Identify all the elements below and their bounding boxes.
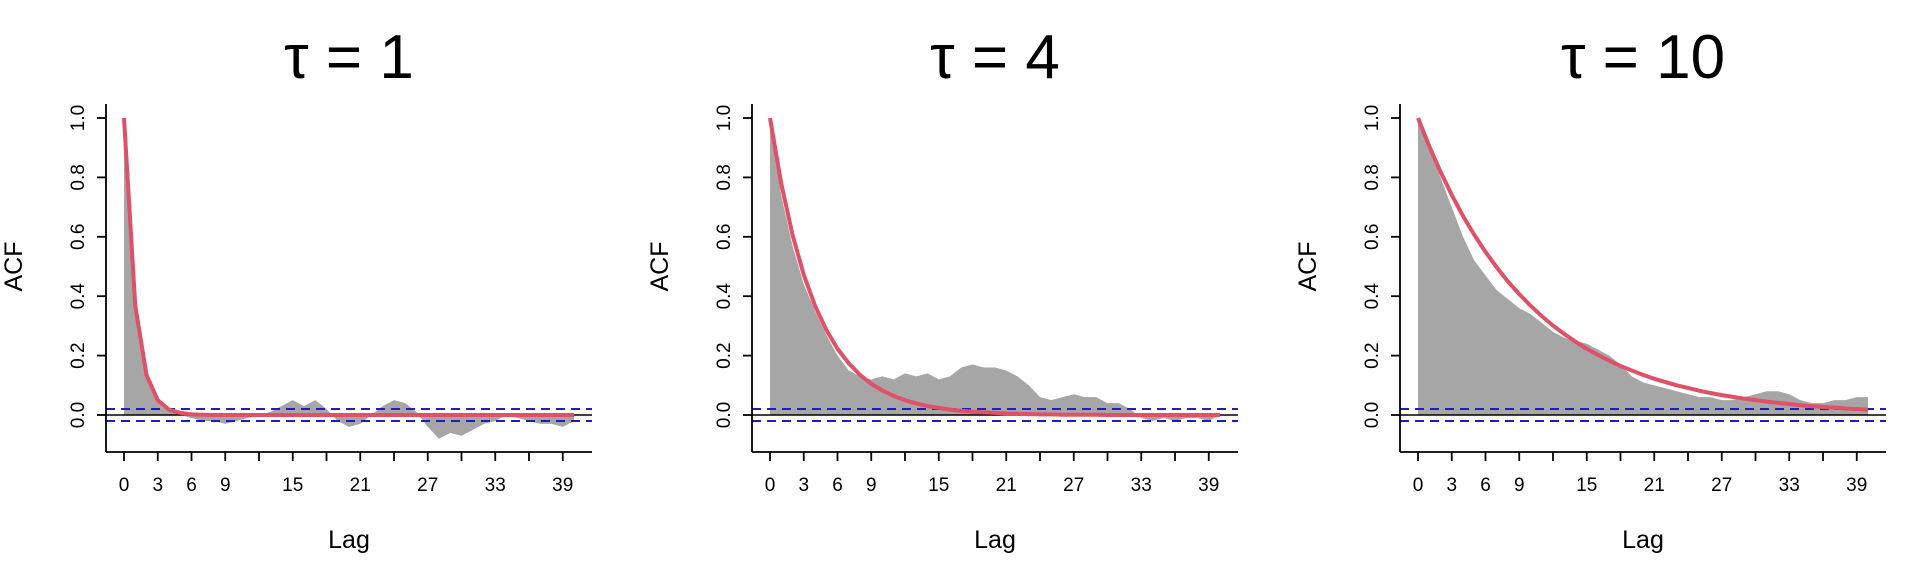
x-tick-label: 6 — [1480, 475, 1491, 496]
x-tick-label: 15 — [1576, 475, 1597, 496]
x-tick-label: 9 — [220, 475, 231, 496]
x-axis-label: Lag — [1622, 526, 1664, 554]
x-tick-label: 3 — [798, 475, 809, 496]
y-tick-label: 0.4 — [68, 283, 89, 310]
x-tick-label: 33 — [1779, 475, 1800, 496]
x-tick-label: 3 — [152, 475, 163, 496]
model-line — [768, 117, 1220, 417]
y-tick-label: 0.4 — [1362, 283, 1383, 310]
y-tick-label: 0.2 — [714, 342, 735, 368]
y-tick-label: 0.0 — [68, 402, 89, 428]
y-tick-label: 0.0 — [714, 402, 735, 428]
x-tick-label: 33 — [485, 475, 506, 496]
y-tick-label: 0.6 — [68, 224, 89, 250]
model-line — [122, 117, 574, 417]
y-axis-label: ACF — [1294, 242, 1322, 292]
x-tick-label: 39 — [1198, 475, 1219, 496]
chart-panel-1: τ = 1 0.0 0.2 0.4 0.6 0.8 1.0 0 3 6 9 15 21 27 33 39 Lag… — [0, 23, 592, 554]
y-axis-label: ACF — [0, 242, 28, 292]
y-tick-label: 1.0 — [1362, 105, 1383, 131]
x-tick-label: 21 — [350, 475, 371, 496]
chart-panel-2: τ = 4 0.0 0.2 0.4 0.6 0.8 1.0 0 3 6 9 15 21 27 33 39 Lag… — [646, 23, 1238, 554]
x-tick-label: 39 — [1846, 475, 1867, 496]
x-tick-label: 27 — [1711, 475, 1732, 496]
x-tick-label: 9 — [866, 475, 877, 496]
acf-area — [1418, 118, 1868, 415]
chart-title: τ = 10 — [1561, 23, 1725, 92]
x-tick-label: 39 — [552, 475, 573, 496]
chart-title: τ = 4 — [930, 23, 1060, 92]
y-tick-label: 0.2 — [68, 342, 89, 368]
x-tick-label: 9 — [1514, 475, 1525, 496]
y-tick-label: 0.8 — [1362, 164, 1383, 190]
y-tick-label: 0.6 — [714, 224, 735, 250]
x-tick-label: 6 — [832, 475, 843, 496]
x-tick-label: 3 — [1446, 475, 1457, 496]
x-tick-label: 21 — [996, 475, 1017, 496]
y-tick-label: 1.0 — [68, 105, 89, 131]
y-tick-label: 0.8 — [68, 164, 89, 190]
y-tick-label: 1.0 — [714, 105, 735, 131]
x-tick-label: 33 — [1131, 475, 1152, 496]
x-tick-label: 0 — [1413, 475, 1424, 496]
y-axis-label: ACF — [646, 242, 674, 292]
x-axis-label: Lag — [328, 526, 370, 554]
y-tick-label: 0.0 — [1362, 402, 1383, 428]
x-tick-label: 0 — [119, 475, 130, 496]
chart-panel-3: τ = 10 0.0 0.2 0.4 0.6 0.8 1.0 0 3 6 9 15 21 27 33 39 La… — [1294, 23, 1886, 554]
x-tick-label: 15 — [282, 475, 303, 496]
chart-title: τ = 1 — [284, 23, 414, 92]
model-line — [1416, 117, 1869, 412]
x-tick-label: 6 — [186, 475, 197, 496]
y-tick-label: 0.2 — [1362, 342, 1383, 368]
acf-area — [770, 118, 1220, 421]
y-tick-label: 0.8 — [714, 164, 735, 190]
x-tick-label: 27 — [417, 475, 438, 496]
x-tick-label: 27 — [1063, 475, 1084, 496]
x-tick-label: 21 — [1644, 475, 1665, 496]
y-tick-label: 0.4 — [714, 283, 735, 310]
x-tick-label: 15 — [928, 475, 949, 496]
x-axis-label: Lag — [974, 526, 1016, 554]
x-tick-label: 0 — [765, 475, 776, 496]
y-tick-label: 0.6 — [1362, 224, 1383, 250]
acf-area — [124, 118, 574, 439]
